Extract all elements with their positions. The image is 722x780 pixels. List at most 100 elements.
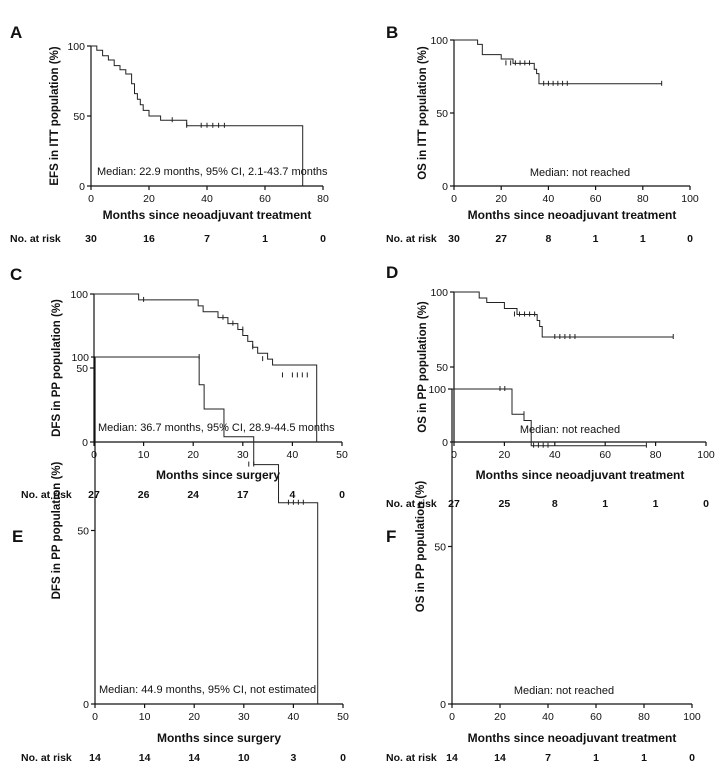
risk-count: 7 <box>204 233 210 245</box>
risk-count: 14 <box>494 752 506 764</box>
x-tick-label: 80 <box>638 711 650 723</box>
risk-table-label: No. at risk <box>21 752 72 764</box>
risk-count: 3 <box>290 752 296 764</box>
median-annotation: Median: 44.9 months, 95% CI, not estimat… <box>99 684 316 696</box>
median-annotation: Median: not reached <box>520 424 620 436</box>
y-tick-label: 50 <box>77 526 89 538</box>
risk-count: 1 <box>602 498 608 510</box>
panel-label: B <box>386 23 398 42</box>
risk-count: 8 <box>552 498 558 510</box>
x-tick-label: 0 <box>88 193 94 205</box>
y-axis-label: OS in PP population (%) <box>415 481 427 613</box>
x-tick-label: 10 <box>138 449 150 461</box>
survival-curve <box>91 45 304 186</box>
y-axis-label: OS in PP population (%) <box>417 301 429 433</box>
y-tick-label: 50 <box>434 542 446 554</box>
x-tick-label: 100 <box>697 449 715 461</box>
median-annotation: Median: 22.9 months, 95% CI, 2.1-43.7 mo… <box>97 166 328 178</box>
risk-count: 1 <box>653 498 659 510</box>
survival-curve <box>454 291 674 338</box>
y-tick-label: 0 <box>442 437 448 449</box>
risk-count: 0 <box>687 233 693 245</box>
x-tick-label: 0 <box>451 193 457 205</box>
panel-label: E <box>12 527 23 546</box>
risk-count: 8 <box>545 233 551 245</box>
panel-label: A <box>10 23 22 42</box>
y-tick-label: 100 <box>430 287 448 299</box>
y-tick-label: 100 <box>430 35 448 47</box>
x-tick-label: 40 <box>201 193 213 205</box>
x-axis-label: Months since neoadjuvant treatment <box>476 468 685 482</box>
risk-table-label: No. at risk <box>386 233 437 245</box>
survival-curve <box>94 293 318 442</box>
x-tick-label: 60 <box>599 449 611 461</box>
y-tick-label: 50 <box>436 362 448 374</box>
risk-count: 0 <box>340 752 346 764</box>
x-tick-label: 20 <box>187 449 199 461</box>
x-tick-label: 50 <box>337 711 349 723</box>
median-annotation: Median: not reached <box>514 685 614 697</box>
risk-count: 4 <box>289 489 295 501</box>
risk-count: 0 <box>703 498 709 510</box>
risk-table-label: No. at risk <box>10 233 61 245</box>
risk-table-label: No. at risk <box>21 489 72 501</box>
x-tick-label: 100 <box>681 193 699 205</box>
y-tick-label: 0 <box>79 181 85 193</box>
y-axis-label: OS in ITT population (%) <box>417 46 429 180</box>
risk-count: 16 <box>143 233 155 245</box>
x-axis-label: Months since neoadjuvant treatment <box>103 208 312 222</box>
y-tick-label: 50 <box>73 111 85 123</box>
risk-count: 30 <box>85 233 97 245</box>
survival-curve <box>452 388 647 447</box>
panel-label: C <box>10 265 22 284</box>
x-axis-label: Months since surgery <box>157 731 281 745</box>
x-tick-label: 0 <box>91 449 97 461</box>
risk-count: 14 <box>89 752 101 764</box>
y-axis-label: DFS in PP population (%) <box>51 299 63 437</box>
y-tick-label: 0 <box>442 181 448 193</box>
x-tick-label: 60 <box>590 711 602 723</box>
risk-count: 1 <box>640 233 646 245</box>
survival-curve <box>95 356 319 704</box>
x-axis-label: Months since neoadjuvant treatment <box>468 731 677 745</box>
median-annotation: Median: 36.7 months, 95% CI, 28.9-44.5 m… <box>98 422 335 434</box>
x-tick-label: 80 <box>650 449 662 461</box>
y-tick-label: 0 <box>82 437 88 449</box>
x-axis-label: Months since neoadjuvant treatment <box>468 208 677 222</box>
risk-count: 1 <box>593 752 599 764</box>
x-tick-label: 100 <box>683 711 701 723</box>
risk-count: 25 <box>499 498 511 510</box>
median-annotation: Median: not reached <box>530 167 630 179</box>
x-tick-label: 10 <box>139 711 151 723</box>
risk-count: 1 <box>262 233 268 245</box>
x-tick-label: 20 <box>494 711 506 723</box>
x-tick-label: 40 <box>542 711 554 723</box>
risk-count: 27 <box>495 233 507 245</box>
risk-count: 1 <box>593 233 599 245</box>
risk-count: 24 <box>187 489 199 501</box>
x-tick-label: 60 <box>590 193 602 205</box>
y-tick-label: 0 <box>83 699 89 711</box>
y-tick-label: 50 <box>76 363 88 375</box>
risk-count: 27 <box>88 489 100 501</box>
x-tick-label: 60 <box>259 193 271 205</box>
panel-label: D <box>386 263 398 282</box>
x-tick-label: 30 <box>237 449 249 461</box>
risk-count: 27 <box>448 498 460 510</box>
x-tick-label: 30 <box>238 711 250 723</box>
y-tick-label: 0 <box>440 699 446 711</box>
x-tick-label: 0 <box>449 711 455 723</box>
x-tick-label: 50 <box>336 449 348 461</box>
x-tick-label: 20 <box>143 193 155 205</box>
x-tick-label: 40 <box>288 711 300 723</box>
panel-a: A 0 50 100 0 20 40 60 80 EFS in ITT population (%… <box>10 23 329 245</box>
y-tick-label: 100 <box>70 289 88 301</box>
risk-count: 1 <box>641 752 647 764</box>
y-tick-label: 100 <box>67 41 85 53</box>
